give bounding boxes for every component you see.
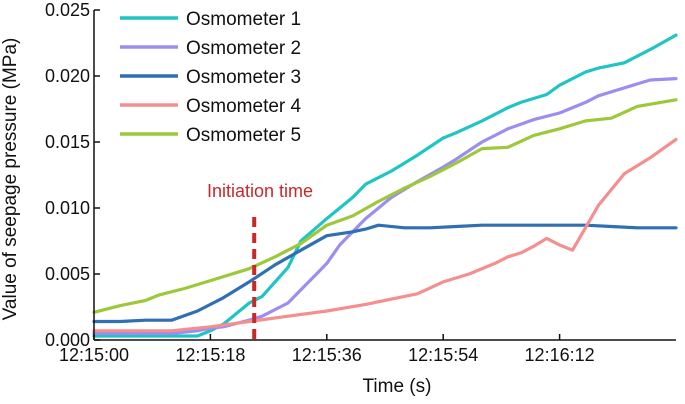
y-tick-label: 0.020: [45, 66, 90, 86]
legend-label: Osmometer 2: [186, 38, 301, 59]
x-tick-label: 12:15:54: [408, 345, 478, 365]
x-tick-label: 12:15:36: [292, 345, 362, 365]
series-line-osmometer-2: [92, 76, 678, 335]
series-line-osmometer-4: [92, 137, 678, 333]
series-line-osmometer-3: [92, 223, 678, 324]
y-tick-label: 0.015: [45, 132, 90, 152]
initiation-time-label: Initiation time: [207, 181, 313, 201]
y-axis-label: Value of seepage pressure (MPa): [0, 38, 21, 321]
legend-label: Osmometer 3: [186, 67, 301, 88]
y-tick-label: 0.005: [45, 264, 90, 284]
legend-label: Osmometer 1: [186, 9, 301, 30]
axes: 12:15:00 12:15:18 12:15:36 12:15:54 12:16:12…: [0, 0, 676, 397]
x-tick-label: 12:16:12: [525, 345, 595, 365]
legend: Osmometer 1 Osmometer 2 Osmometer 3 Osmomet…: [120, 9, 302, 146]
x-axis-label: Time (s): [363, 376, 432, 397]
y-axis-ticks: 0.000 0.005 0.010 0.015 0.020 0.025: [45, 0, 100, 350]
x-tick-label: 12:15:18: [175, 345, 245, 365]
initiation-annotation: Initiation time: [207, 181, 313, 340]
series-line-osmometer-5: [92, 98, 678, 314]
legend-label: Osmometer 4: [186, 96, 302, 117]
series-lines: [92, 33, 678, 338]
y-tick-label: 0.010: [45, 198, 90, 218]
y-tick-label: 0.025: [45, 0, 90, 20]
x-axis-ticks: 12:15:00 12:15:18 12:15:36 12:15:54 12:16:12: [59, 334, 595, 365]
y-tick-label: 0.000: [45, 330, 90, 350]
x-tick-label: 12:15:00: [59, 345, 129, 365]
legend-label: Osmometer 5: [186, 125, 301, 146]
